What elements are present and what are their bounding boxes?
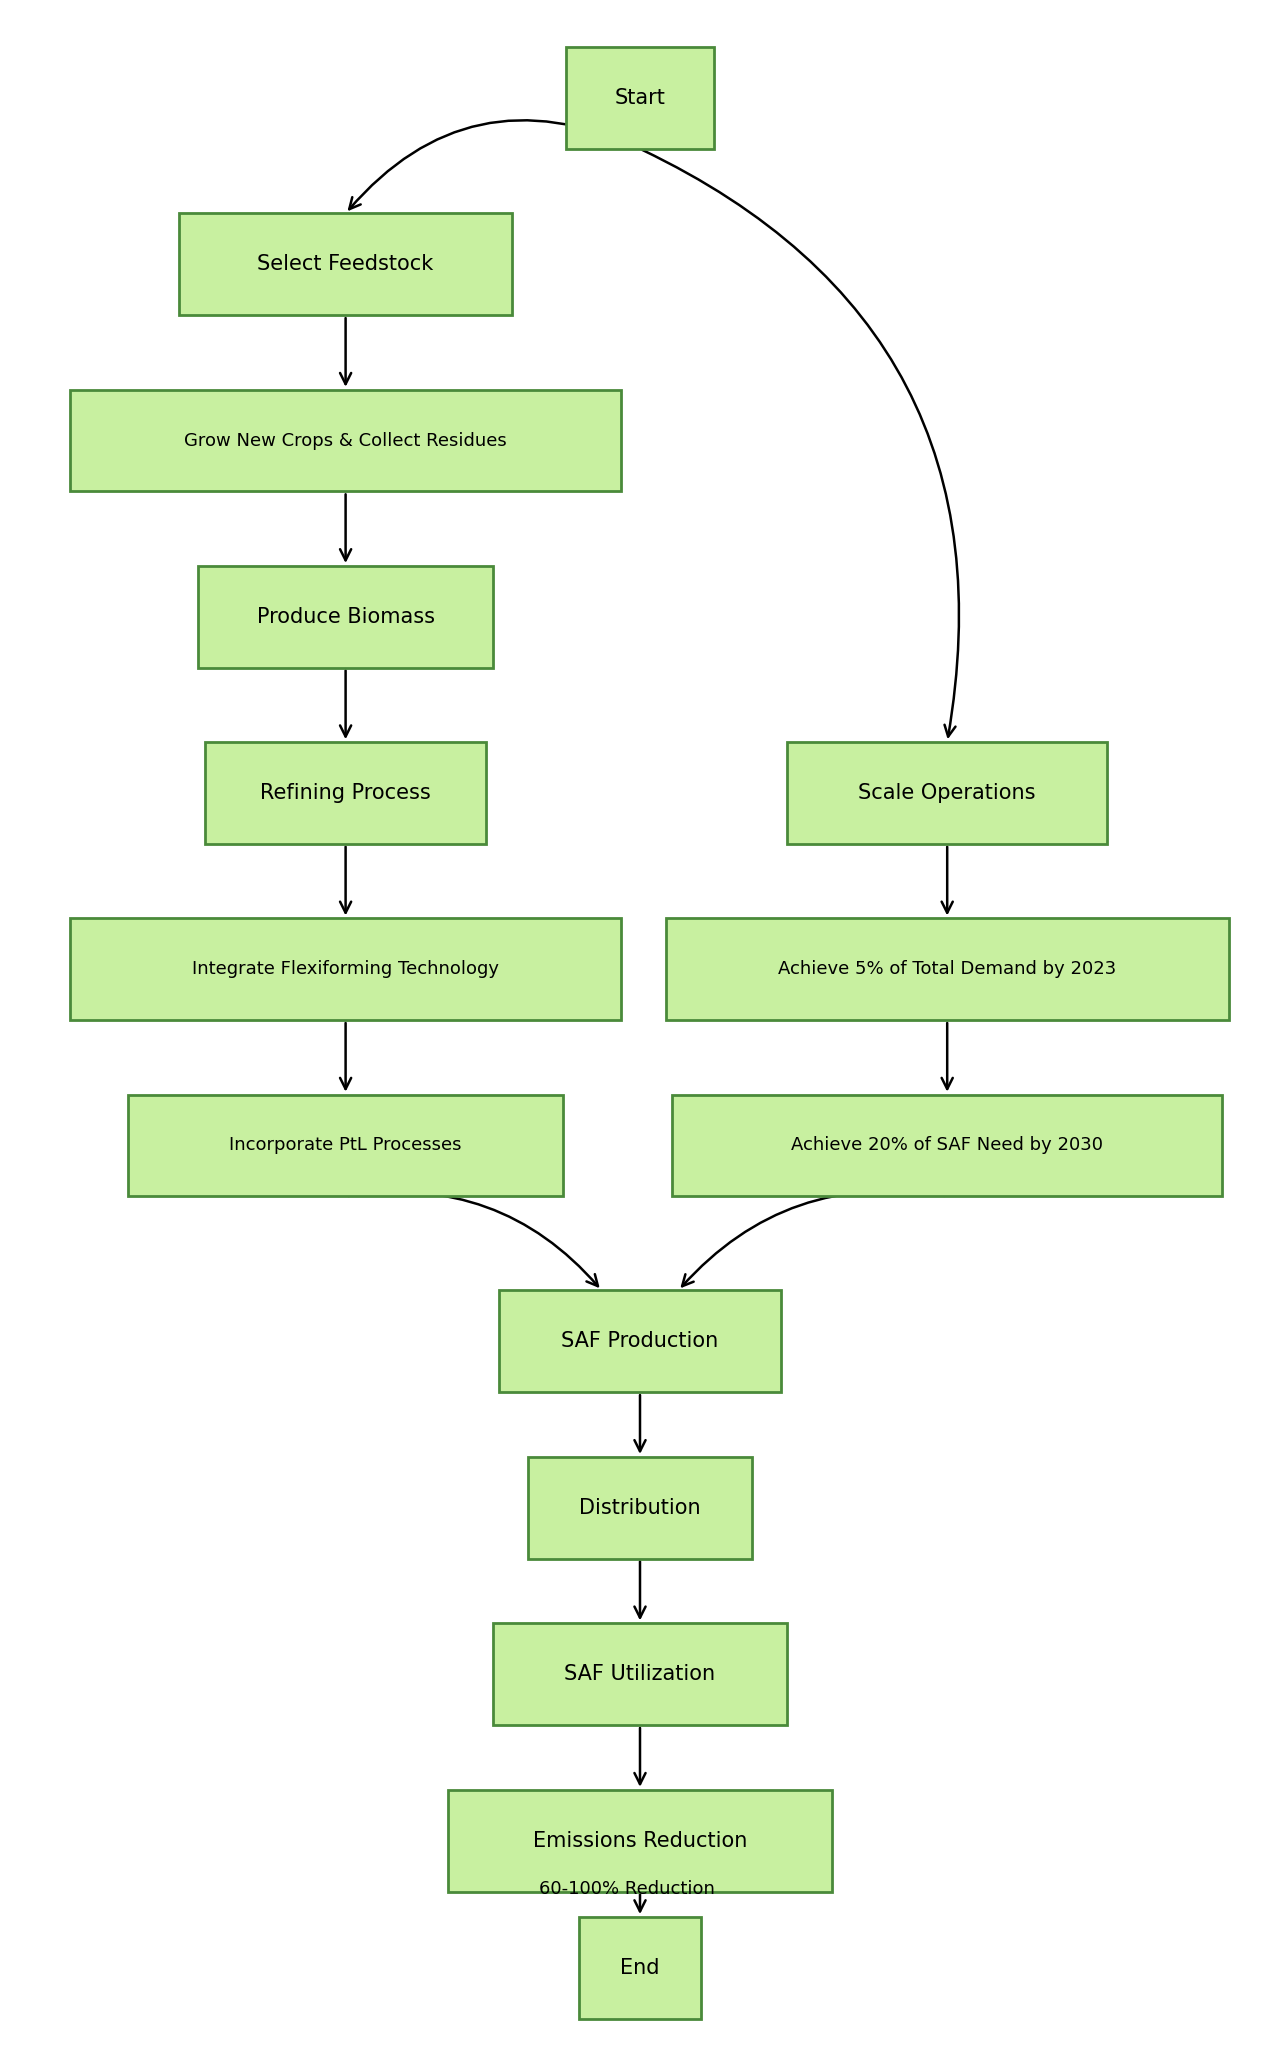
- FancyBboxPatch shape: [179, 214, 512, 315]
- Text: Grow New Crops & Collect Residues: Grow New Crops & Collect Residues: [184, 432, 507, 450]
- Text: Achieve 20% of SAF Need by 2030: Achieve 20% of SAF Need by 2030: [791, 1137, 1103, 1155]
- Text: 60-100% Reduction: 60-100% Reduction: [539, 1879, 716, 1898]
- FancyBboxPatch shape: [448, 1789, 832, 1892]
- Text: Integrate Flexiforming Technology: Integrate Flexiforming Technology: [192, 960, 499, 979]
- Text: Incorporate PtL Processes: Incorporate PtL Processes: [229, 1137, 462, 1155]
- Text: Emissions Reduction: Emissions Reduction: [532, 1830, 748, 1850]
- FancyBboxPatch shape: [787, 742, 1107, 843]
- FancyBboxPatch shape: [205, 742, 486, 843]
- FancyBboxPatch shape: [566, 47, 714, 148]
- FancyBboxPatch shape: [580, 1916, 701, 2019]
- FancyBboxPatch shape: [493, 1624, 787, 1725]
- FancyBboxPatch shape: [529, 1458, 751, 1558]
- Text: End: End: [621, 1957, 659, 1978]
- FancyBboxPatch shape: [666, 919, 1229, 1020]
- Text: SAF Utilization: SAF Utilization: [564, 1663, 716, 1684]
- FancyArrowPatch shape: [348, 1192, 598, 1287]
- FancyArrowPatch shape: [682, 1190, 945, 1287]
- FancyArrowPatch shape: [349, 119, 637, 210]
- FancyBboxPatch shape: [198, 565, 493, 668]
- FancyBboxPatch shape: [128, 1094, 563, 1197]
- Text: Select Feedstock: Select Feedstock: [257, 255, 434, 273]
- FancyArrowPatch shape: [643, 150, 959, 736]
- Text: Refining Process: Refining Process: [260, 783, 431, 804]
- FancyBboxPatch shape: [70, 391, 621, 491]
- Text: SAF Production: SAF Production: [562, 1332, 718, 1351]
- FancyBboxPatch shape: [672, 1094, 1222, 1197]
- FancyBboxPatch shape: [499, 1291, 781, 1392]
- Text: Distribution: Distribution: [579, 1497, 701, 1517]
- FancyBboxPatch shape: [70, 919, 621, 1020]
- Text: Start: Start: [614, 88, 666, 107]
- Text: Scale Operations: Scale Operations: [859, 783, 1036, 804]
- Text: Achieve 5% of Total Demand by 2023: Achieve 5% of Total Demand by 2023: [778, 960, 1116, 979]
- Text: Produce Biomass: Produce Biomass: [256, 607, 435, 627]
